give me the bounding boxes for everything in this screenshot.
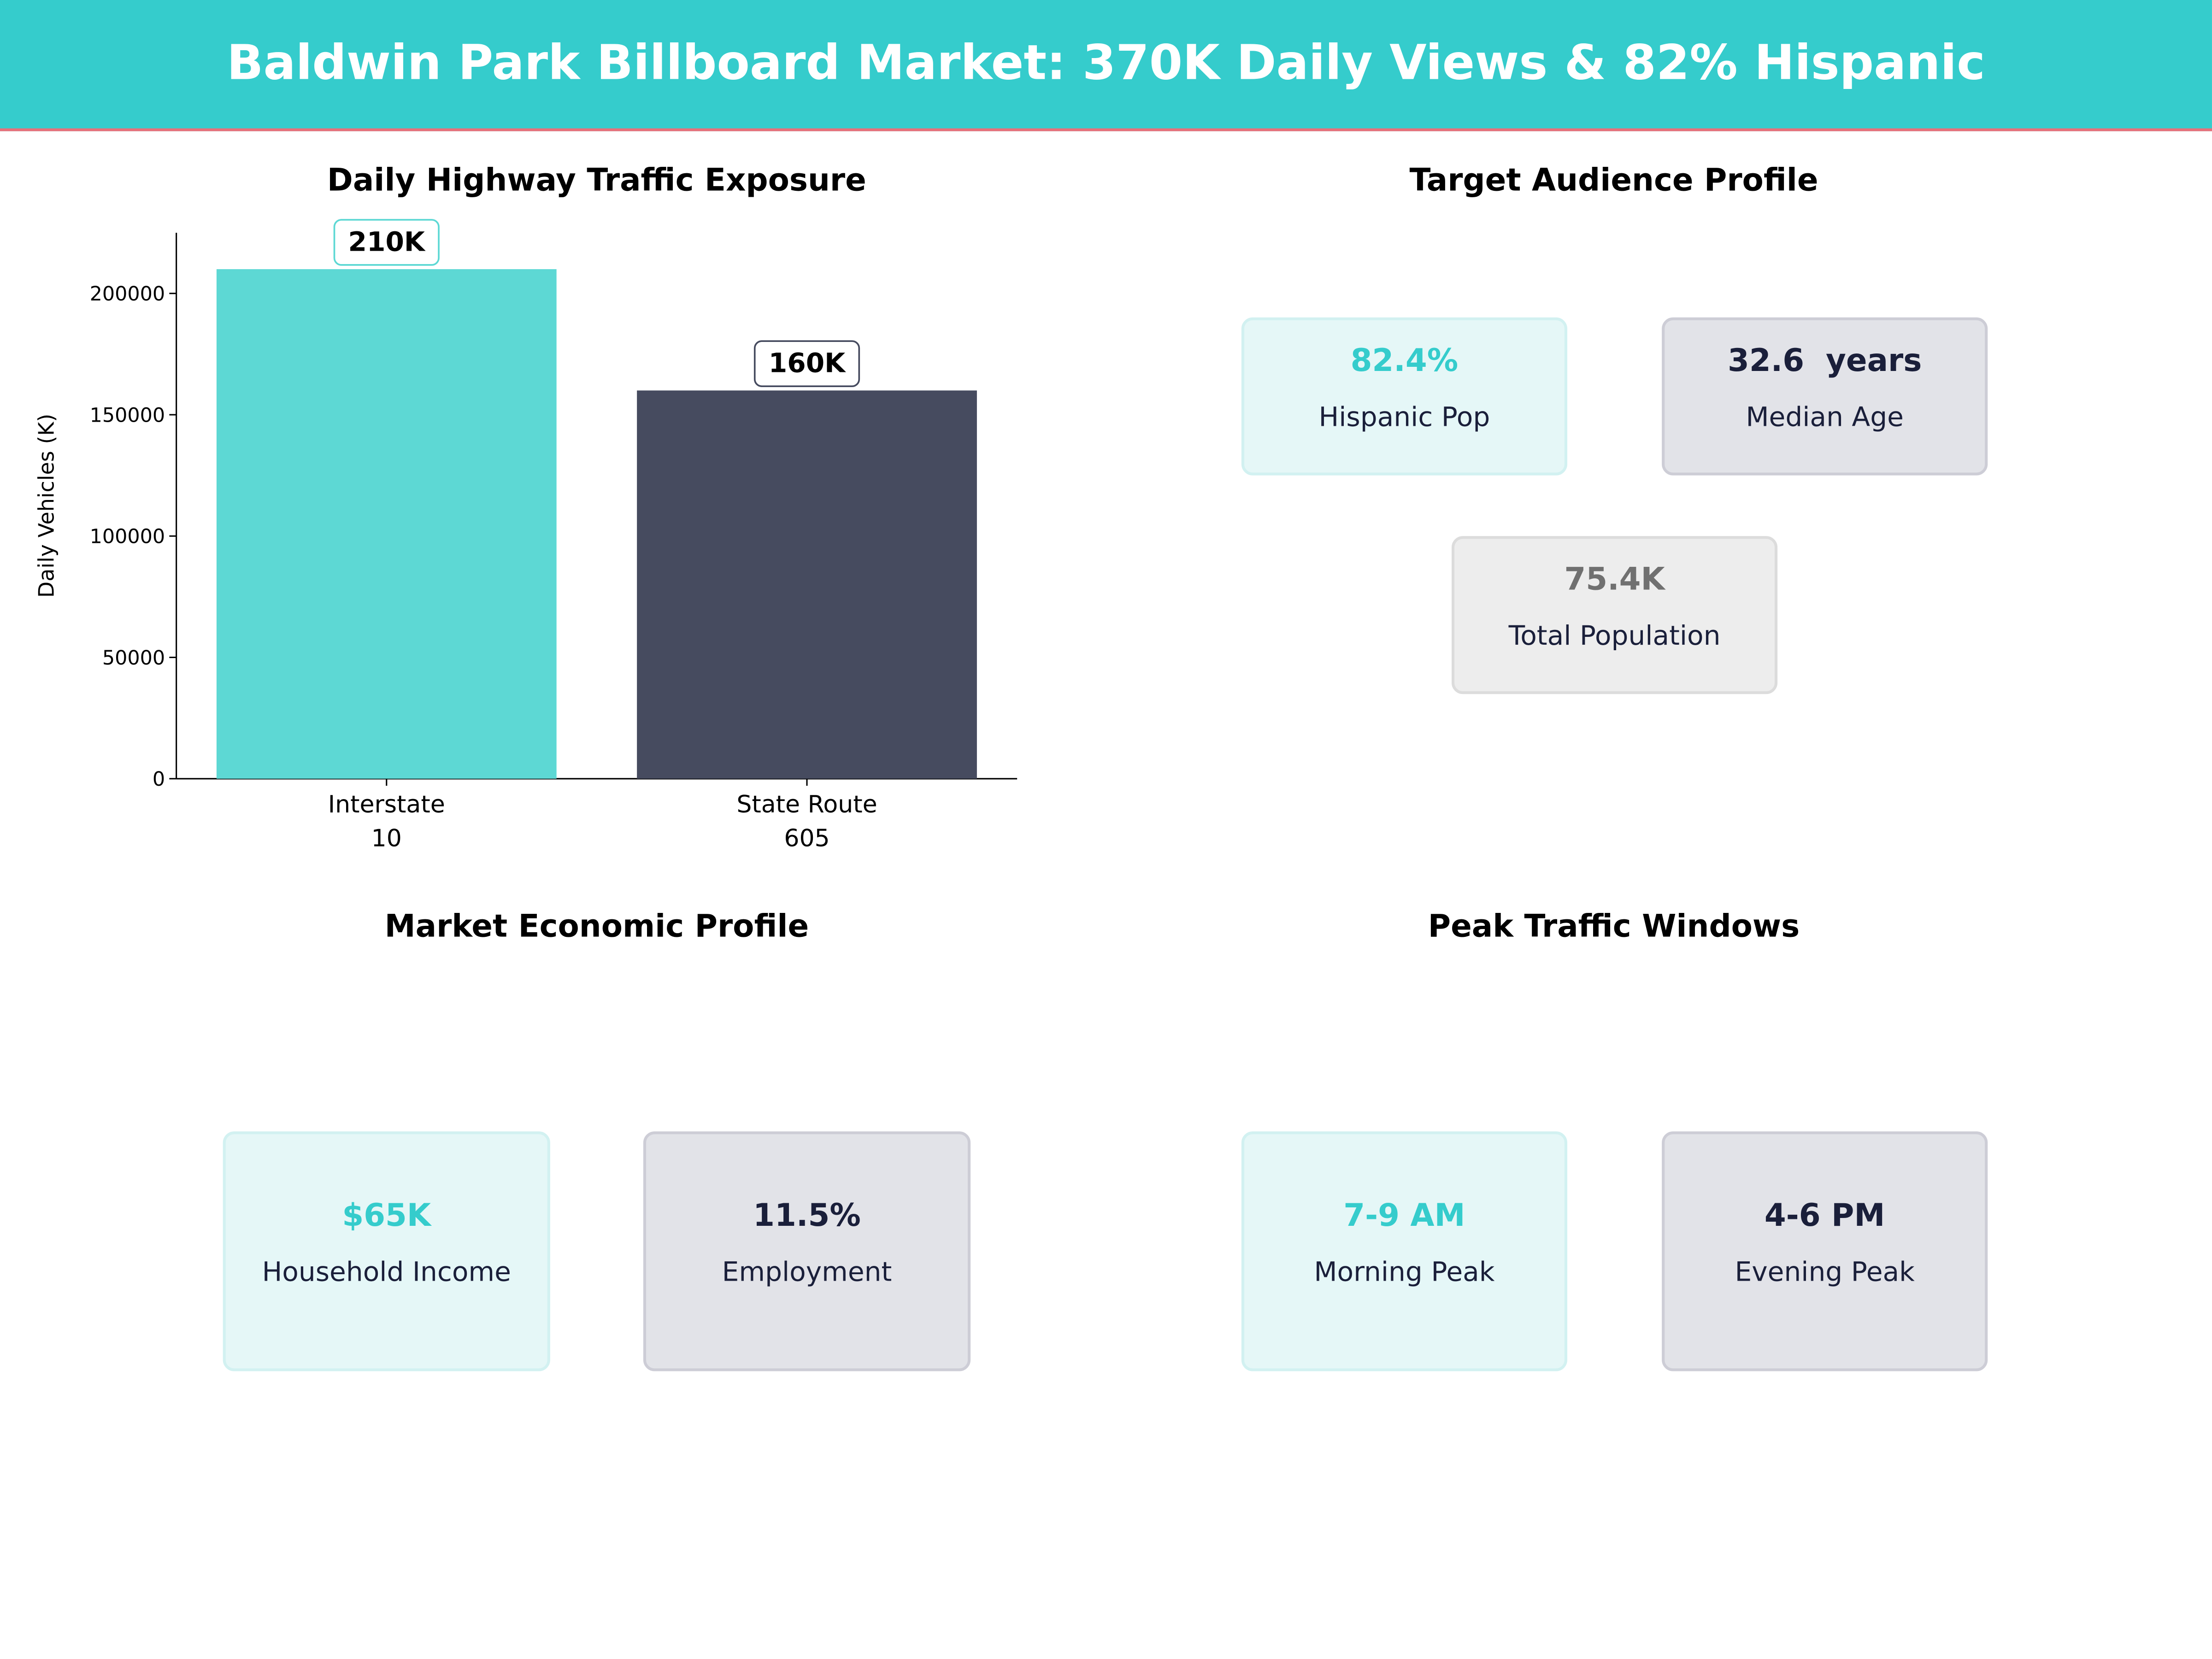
card-value: 32.6 years [1727, 344, 1922, 380]
card-label: Household Income [262, 1257, 511, 1288]
header-banner: Baldwin Park Billboard Market: 370K Dail… [0, 0, 2212, 131]
card-hispanic-pop: 82.4% Hispanic Pop [1241, 317, 1567, 476]
x-tick-label: Interstate [328, 791, 445, 818]
y-tick-label: 200000 [90, 282, 165, 306]
card-evening-peak: 4-6 PM Evening Peak [1662, 1131, 1988, 1371]
data-label: 160K [769, 347, 846, 379]
card-label: Employment [722, 1257, 892, 1288]
data-label: 210K [348, 226, 426, 257]
bar-0 [216, 269, 557, 779]
card-label: Morning Peak [1314, 1257, 1495, 1288]
card-value: 7-9 AM [1343, 1199, 1465, 1235]
audience-title: Target Audience Profile [1409, 164, 1818, 199]
card-median-age: 32.6 years Median Age [1662, 317, 1988, 476]
x-tick-label: 10 [371, 825, 402, 853]
card-label: Total Population [1508, 620, 1721, 652]
card-label: Evening Peak [1735, 1257, 1915, 1288]
y-tick-label: 150000 [90, 404, 165, 427]
economic-title: Market Economic Profile [384, 910, 809, 946]
card-employment: 11.5% Employment [643, 1131, 971, 1371]
x-tick-label: State Route [736, 791, 877, 818]
card-value: 4-6 PM [1764, 1199, 1885, 1235]
card-morning-peak: 7-9 AM Morning Peak [1241, 1131, 1567, 1371]
y-tick-label: 0 [153, 768, 165, 791]
peak-title: Peak Traffic Windows [1428, 910, 1800, 946]
data-label-box [753, 340, 860, 387]
bar-1 [637, 390, 977, 779]
card-value: $65K [342, 1199, 431, 1235]
y-axis-label: Daily Vehicles (K) [34, 414, 59, 598]
page-title: Baldwin Park Billboard Market: 370K Dail… [227, 35, 1985, 92]
traffic-bar-chart: 0 50000 100000 150000 200000 Daily Vehicles (… [34, 219, 1018, 853]
data-label-box [333, 219, 440, 266]
card-value: 75.4K [1564, 563, 1665, 598]
card-label: Hispanic Pop [1318, 402, 1490, 433]
y-tick-label: 100000 [90, 525, 165, 548]
card-label: Median Age [1746, 402, 1904, 433]
chart-title: Daily Highway Traffic Exposure [327, 164, 866, 199]
card-value: 82.4% [1350, 344, 1459, 380]
x-tick-label: 605 [784, 825, 830, 853]
card-value: 11.5% [753, 1199, 861, 1235]
card-total-population: 75.4K Total Population [1451, 536, 1778, 694]
card-household-income: $65K Household Income [223, 1131, 550, 1371]
y-tick-label: 50000 [102, 647, 165, 670]
